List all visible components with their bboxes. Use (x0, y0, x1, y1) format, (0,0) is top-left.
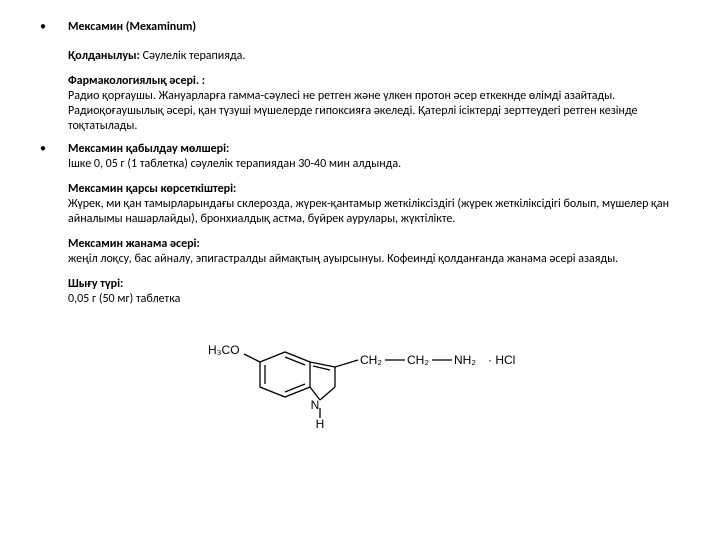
side-text: жеңіл лоқсу, бас айналу, эпигастралды ай… (68, 252, 618, 266)
usage-text: Сәулелік терапияда. (140, 49, 246, 63)
bullet-2: • (40, 142, 68, 157)
chem-meo: H₃CO (208, 343, 240, 357)
bullet-row-3: • Мексамин қабылдау мөлшері: Ішке 0, 05 … (40, 142, 680, 317)
body-content: Қолданылуы: Сәулелік терапияда. Фармакол… (68, 49, 680, 144)
chem-ch2b: CH₂ (407, 353, 429, 367)
form-label: Шығу түрі: (68, 277, 123, 291)
pharm-text: Радио қорғаушы. Жануарларға гамма-сәулес… (68, 89, 638, 133)
contra-text: Жүрек, ми қан тамырларындағы склерозда, … (68, 197, 669, 226)
drug-title: Мексамин (Mexaminum) (68, 20, 680, 35)
chem-nh2: NH₂ (454, 353, 476, 367)
usage-label: Қолданылуы: (68, 49, 140, 63)
chem-ch2a: CH₂ (360, 353, 382, 367)
chem-n: N (311, 398, 320, 412)
side-section: Мексамин жанама әсері: жеңіл лоқсу, бас … (68, 237, 680, 267)
chem-h: H (316, 417, 325, 431)
dose-text: Ішке 0, 05 г (1 таблетка) сәулелік терап… (68, 157, 401, 171)
chemical-structure: H₃CO N H CH₂ CH₂ NH₂ · HCl (40, 332, 680, 437)
pharm-section: Фармакологиялық әсері. : Радио қорғаушы.… (68, 74, 680, 134)
contra-label: Мексамин қарсы көрсеткіштері: (68, 182, 236, 196)
bullet-row-1: • Мексамин (Mexaminum) (40, 20, 680, 35)
bullet-1: • (40, 20, 68, 35)
molecule-svg: H₃CO N H CH₂ CH₂ NH₂ · HCl (200, 332, 520, 432)
side-label: Мексамин жанама әсері: (68, 237, 200, 251)
pharm-label: Фармакологиялық әсері. : (68, 74, 205, 88)
form-text: 0,05 г (50 мг) таблетка (68, 292, 180, 306)
document-page: • Мексамин (Mexaminum) Қолданылуы: Сәуле… (0, 0, 720, 540)
chem-hcl: · HCl (488, 353, 515, 367)
body-content-2: Мексамин қабылдау мөлшері: Ішке 0, 05 г … (68, 142, 680, 317)
contra-section: Мексамин қарсы көрсеткіштері: Жүрек, ми … (68, 182, 680, 227)
dose-label: Мексамин қабылдау мөлшері: (68, 142, 229, 156)
dose-section: Мексамин қабылдау мөлшері: Ішке 0, 05 г … (68, 142, 680, 172)
usage-section: Қолданылуы: Сәулелік терапияда. (68, 49, 680, 64)
form-section: Шығу түрі: 0,05 г (50 мг) таблетка (68, 277, 680, 307)
bullet-row-2: Қолданылуы: Сәулелік терапияда. Фармакол… (40, 49, 680, 144)
